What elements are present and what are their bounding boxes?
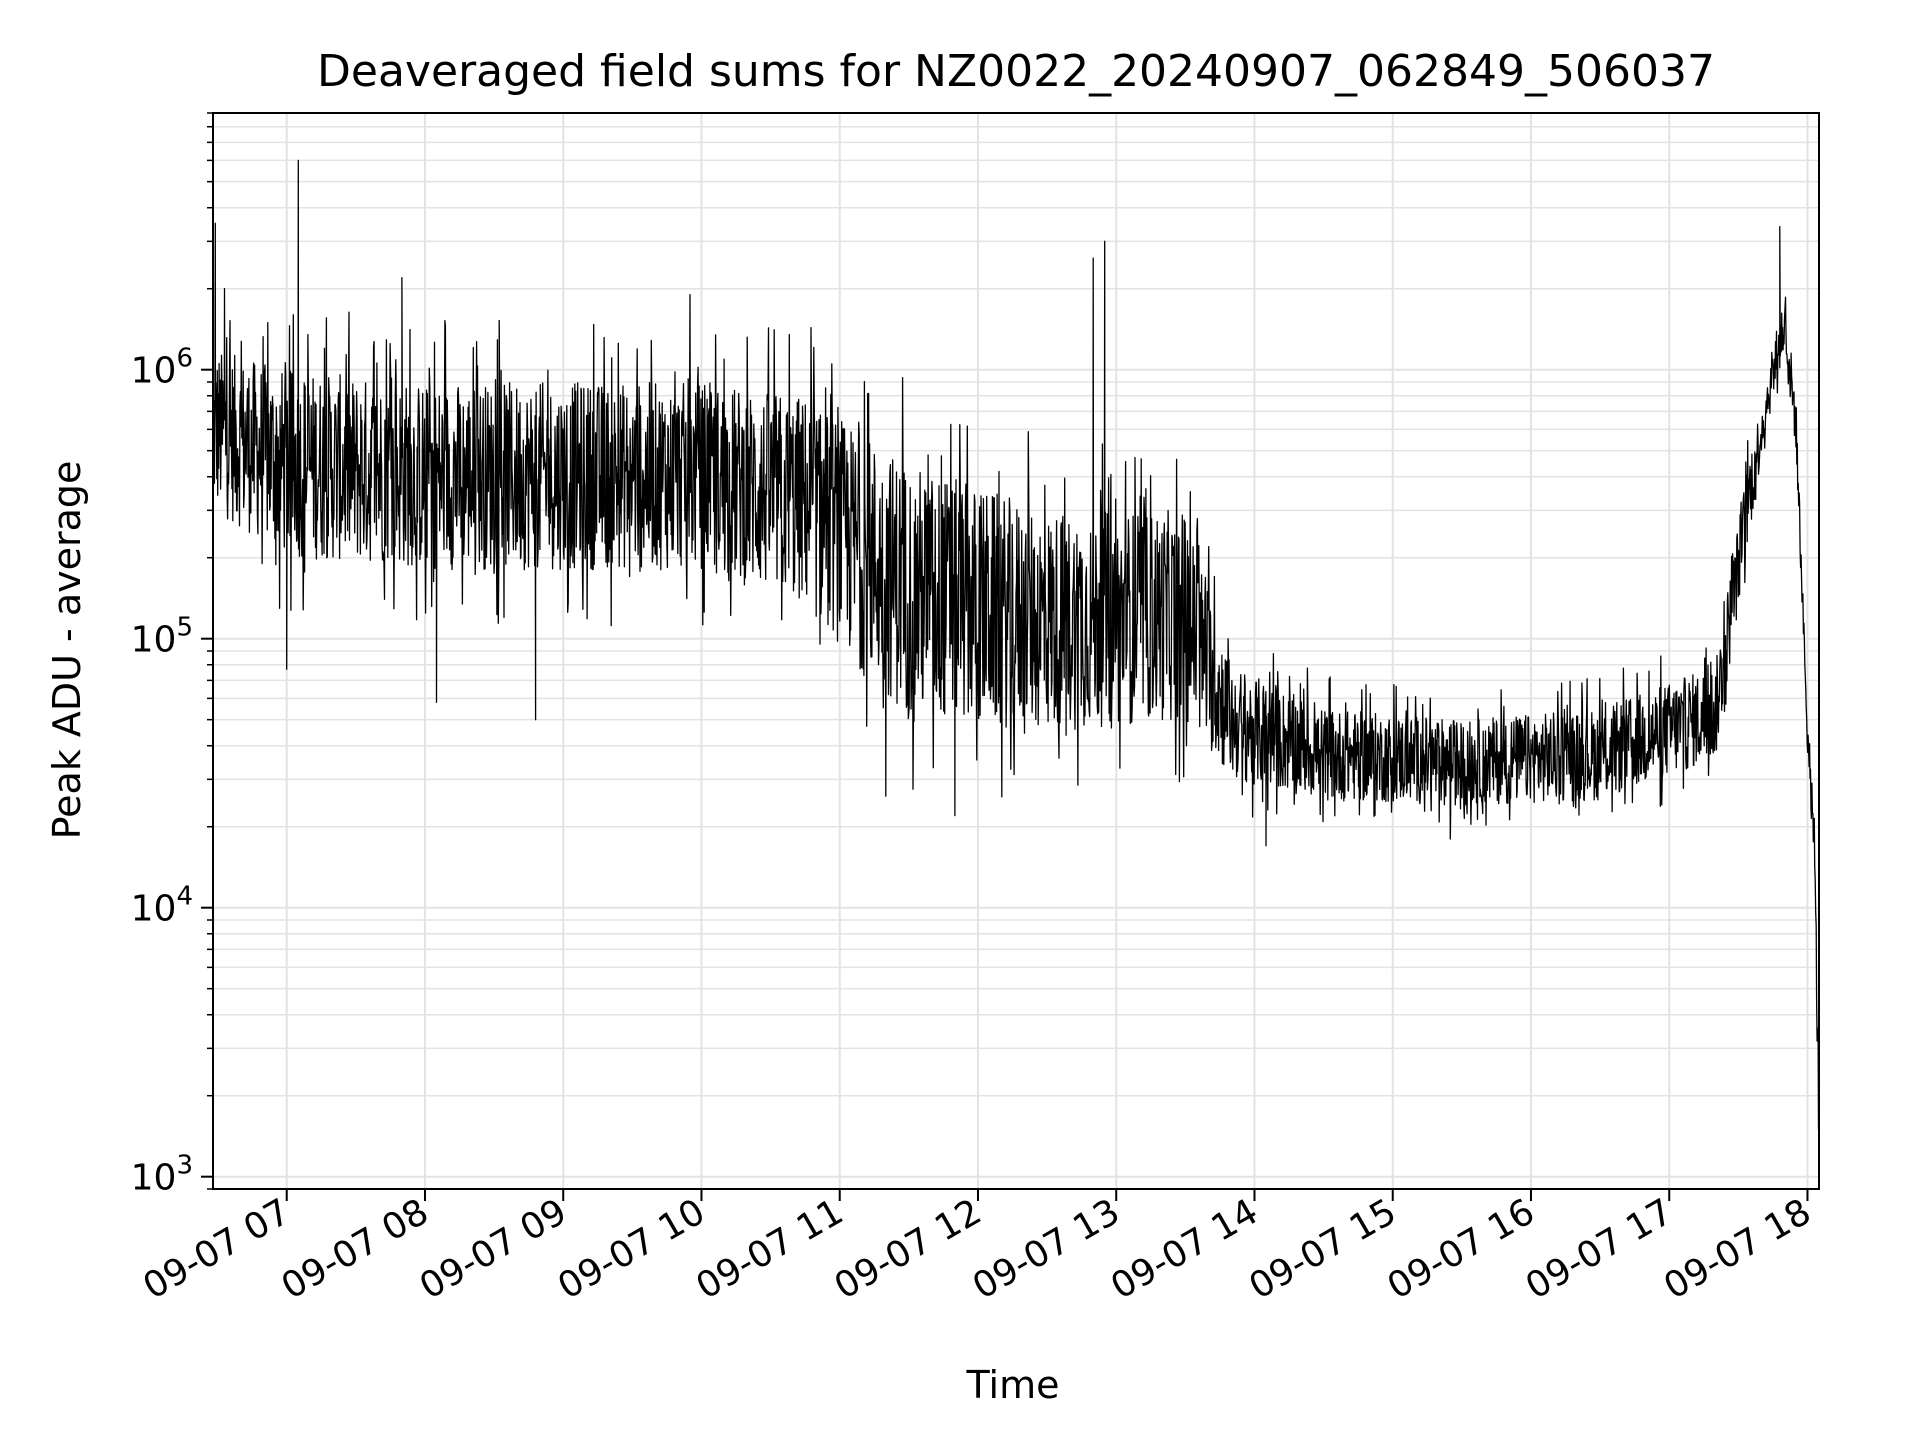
- y-tick-label: 106: [131, 344, 193, 392]
- y-tick-label: 103: [131, 1151, 193, 1199]
- y-axis-label: Peak ADU - average: [45, 461, 89, 840]
- x-axis-label: Time: [966, 1363, 1060, 1407]
- plot-data: [212, 159, 1820, 1130]
- y-tick-label: 105: [131, 613, 193, 661]
- y-tick-label: 104: [131, 882, 193, 930]
- series-line: [212, 159, 1820, 1130]
- chart-title: Deaveraged field sums for NZ0022_2024090…: [317, 46, 1715, 97]
- grid-lines: [213, 112, 1819, 1190]
- y-axis-ticks: 103 104 105 106: [131, 112, 213, 1199]
